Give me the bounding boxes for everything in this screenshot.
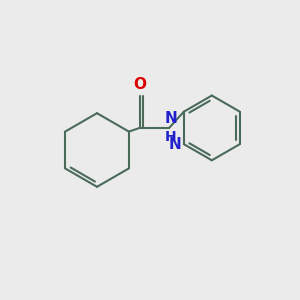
Text: O: O xyxy=(133,77,146,92)
Text: N: N xyxy=(164,111,177,126)
Text: N: N xyxy=(169,136,182,152)
Text: H: H xyxy=(165,130,176,144)
